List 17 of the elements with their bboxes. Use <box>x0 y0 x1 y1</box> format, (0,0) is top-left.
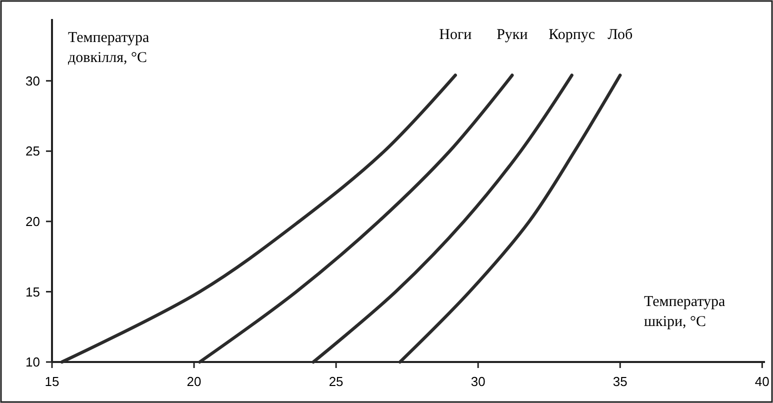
x-tick-label: 20 <box>186 374 202 389</box>
x-tick-label: 30 <box>470 374 486 389</box>
x-tick-label: 25 <box>328 374 344 389</box>
text: Руки <box>496 27 528 44</box>
x-tick-label: 40 <box>754 374 770 389</box>
text: Корпус <box>548 27 596 44</box>
y-axis-title: Температура довкілля, °C <box>68 30 150 66</box>
y-tick-label: 30 <box>26 73 40 88</box>
x-tick-label: 15 <box>44 374 60 389</box>
y-tick-label: 15 <box>26 284 40 300</box>
text: Ноги <box>439 27 472 44</box>
y-tick-label: 10 <box>26 354 40 370</box>
y-tick-label: 20 <box>26 214 40 229</box>
x-axis-title: Температура шкіри, °C <box>644 294 726 330</box>
x-tick-label: 35 <box>612 374 628 389</box>
y-tick-label: 25 <box>26 144 40 159</box>
text: Лоб <box>608 27 633 44</box>
